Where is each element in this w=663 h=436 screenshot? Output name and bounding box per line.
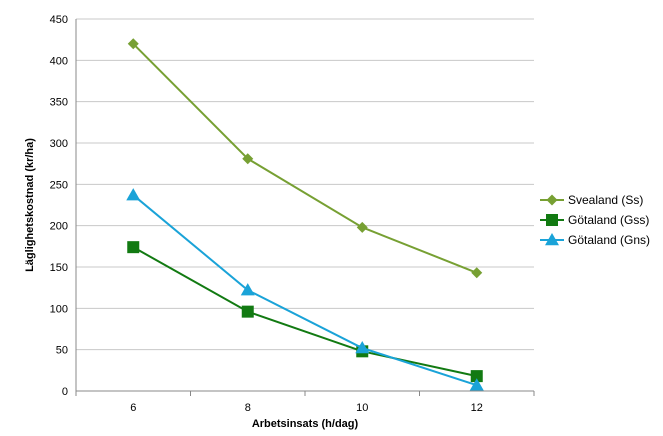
data-point [470,370,483,383]
y-tick-label: 100 [50,303,68,315]
x-axis-title: Arbetsinsats (h/dag) [252,418,359,430]
series-1 [127,38,483,279]
data-point [240,283,255,296]
series-2 [127,241,483,383]
legend-item: Götaland (Gns) [540,233,650,247]
y-tick-labels: 0 50 100 150 200 250 300 350 400 450 [50,14,68,398]
data-point [356,221,368,233]
y-tick-label: 250 [50,179,68,191]
data-point [126,188,141,201]
y-tick-label: 400 [50,55,68,67]
x-tick-label: 8 [245,402,251,414]
data-point [127,241,140,254]
x-tick-labels: 6 8 10 12 [75,391,535,414]
y-tick-label: 300 [50,138,68,150]
series-line [132,43,478,274]
y-axis-title: Läglighetskostnad (kr/ha) [24,138,36,272]
legend: Svealand (Ss) Götaland (Gss) Götaland (Gns… [540,193,650,247]
legend-item: Götaland (Gss) [540,213,649,227]
series-group [126,38,484,391]
data-point [471,267,483,279]
y-tick-label: 200 [50,221,68,233]
data-point [355,341,370,354]
data-point [242,153,254,165]
legend-item: Svealand (Ss) [540,193,643,207]
x-tick-label: 12 [471,402,483,414]
data-point [127,38,139,50]
gridlines [76,18,534,351]
y-tick-label: 150 [50,262,68,274]
legend-marker [546,214,558,226]
y-tick-label: 0 [62,386,68,398]
x-tick-label: 10 [356,402,368,414]
data-point [469,378,484,391]
legend-label: Svealand (Ss) [568,193,643,207]
legend-marker [545,233,559,246]
x-tick-label: 6 [130,402,136,414]
y-tick-label: 450 [50,14,68,26]
legend-marker [546,194,558,206]
series-line [132,194,478,387]
y-tick-label: 50 [56,345,68,357]
legend-label: Götaland (Gns) [568,233,650,247]
y-tick-label: 350 [50,97,68,109]
legend-label: Götaland (Gss) [568,213,649,227]
data-point [241,305,254,318]
series-line [132,246,477,378]
series-3 [126,188,484,391]
